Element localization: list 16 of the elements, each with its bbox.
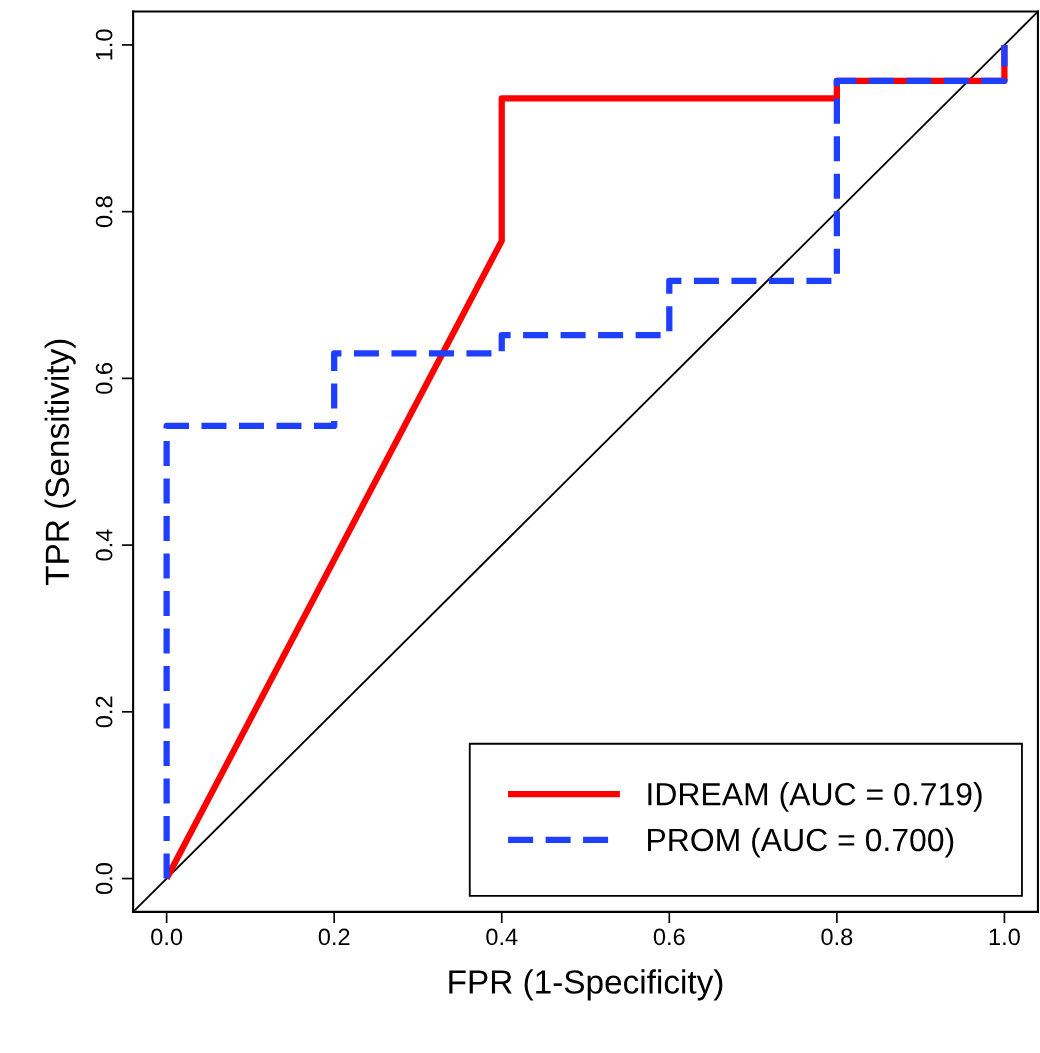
y-tick-label: 1.0 [95,29,113,60]
x-tick-label: 0.0 [151,928,183,946]
x-tick-label: 1.0 [989,928,1020,946]
legend-label: PROM (AUC = 0.700) [648,827,954,858]
x-tick-label: 0.2 [318,928,350,946]
y-tick-label: 0.0 [95,863,113,895]
y-tick-label: 0.4 [95,529,113,561]
legend-label: IDREAM (AUC = 0.719) [648,782,982,812]
x-axis-title: FPR (1-Specificity) [449,969,723,1001]
y-tick-label: 0.2 [95,696,113,728]
y-tick-label: 0.6 [95,363,113,394]
x-tick-label: 0.6 [653,928,685,946]
x-tick-label: 0.4 [486,928,518,946]
x-tick-label: 0.8 [821,928,853,946]
y-axis-title: TPR (Sensitivity) [44,339,76,586]
y-tick-label: 0.8 [95,196,113,228]
